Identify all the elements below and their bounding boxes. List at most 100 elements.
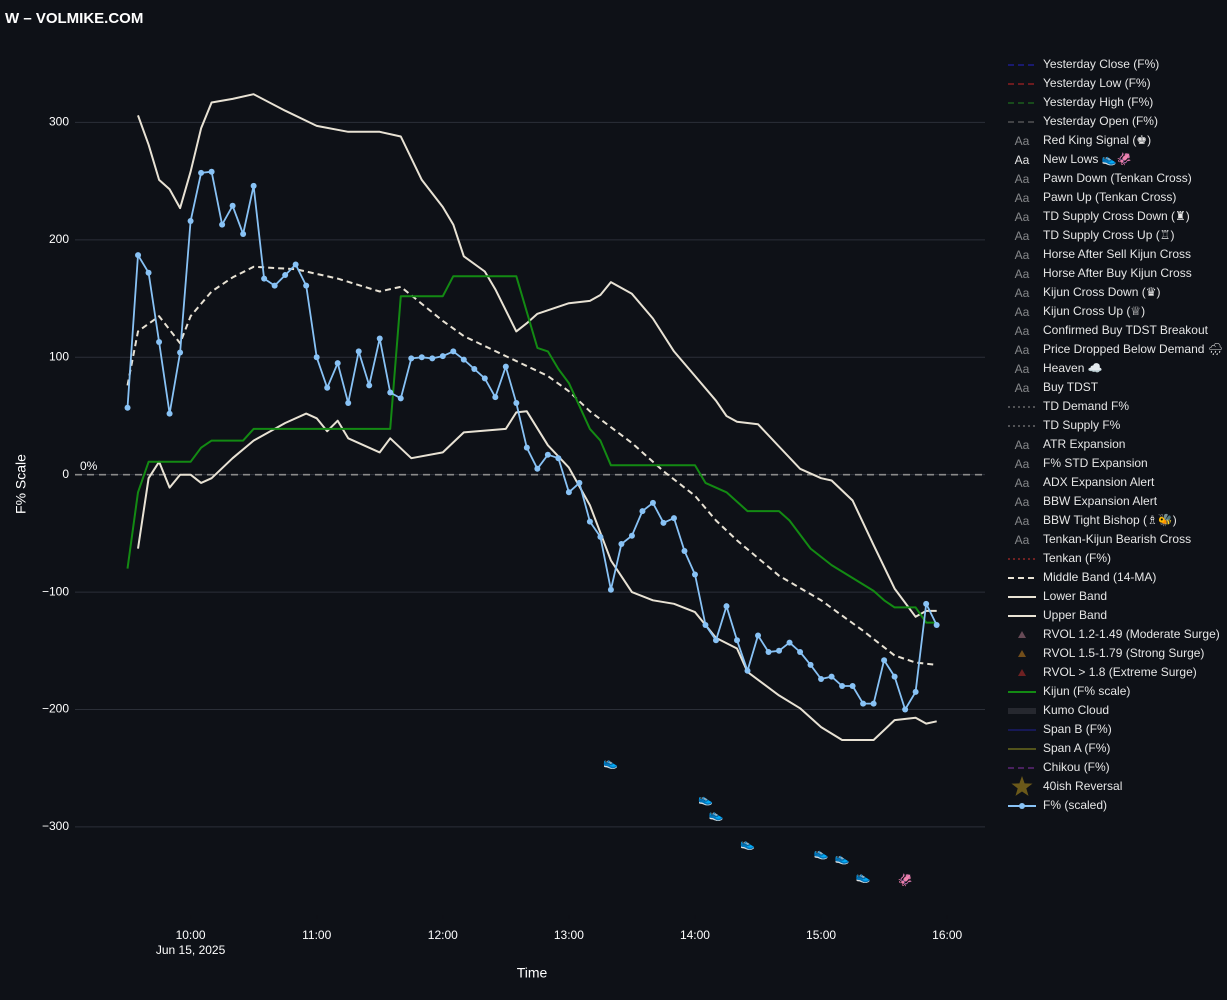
legend-item[interactable]: Aa BBW Expansion Alert	[1015, 494, 1158, 509]
point	[219, 221, 226, 228]
legend-label[interactable]: Buy TDST	[1043, 380, 1099, 394]
legend-label[interactable]: Price Dropped Below Demand 🌧	[1043, 342, 1223, 356]
legend-label[interactable]: RVOL 1.5-1.79 (Strong Surge)	[1043, 646, 1204, 660]
signal-marker: 👟	[740, 837, 755, 851]
legend-item[interactable]: Aa F% STD Expansion	[1015, 456, 1148, 471]
legend-label[interactable]: Chikou (F%)	[1043, 760, 1110, 774]
legend-label[interactable]: RVOL > 1.8 (Extreme Surge)	[1043, 665, 1197, 679]
legend-item[interactable]: Span B (F%)	[1008, 722, 1112, 736]
legend-label[interactable]: TD Demand F%	[1043, 399, 1129, 413]
point	[912, 688, 919, 695]
legend-label[interactable]: Upper Band	[1043, 608, 1107, 622]
legend-item[interactable]: Aa TD Supply Cross Down (♜)	[1015, 209, 1190, 224]
legend-item[interactable]: Aa New Lows 👟🦑	[1015, 152, 1132, 167]
point	[870, 700, 877, 707]
legend-label[interactable]: ADX Expansion Alert	[1043, 475, 1155, 489]
legend-item[interactable]: TD Supply F%	[1008, 418, 1121, 432]
legend-label[interactable]: Kumo Cloud	[1043, 703, 1109, 717]
legend-label[interactable]: ATR Expansion	[1043, 437, 1125, 451]
legend-label[interactable]: Horse After Sell Kijun Cross	[1043, 247, 1191, 261]
legend-label[interactable]: Middle Band (14-MA)	[1043, 570, 1156, 584]
legend-item[interactable]: Lower Band	[1008, 589, 1107, 603]
legend-label[interactable]: BBW Tight Bishop (♗🐝)	[1043, 513, 1177, 527]
legend-item[interactable]: Aa Buy TDST	[1015, 380, 1099, 395]
point	[933, 621, 940, 628]
legend-item[interactable]: Tenkan (F%)	[1008, 551, 1111, 565]
legend-item[interactable]: Aa Heaven ☁️	[1015, 361, 1103, 376]
legend[interactable]: Yesterday Close (F%) Yesterday Low (F%) Ye…	[1008, 57, 1223, 812]
legend-item[interactable]: RVOL 1.5-1.79 (Strong Surge)	[1018, 646, 1204, 660]
legend-item[interactable]: Aa Price Dropped Below Demand 🌧	[1015, 342, 1223, 357]
point	[250, 182, 257, 189]
point	[418, 354, 425, 361]
legend-item[interactable]: Yesterday Open (F%)	[1008, 114, 1158, 128]
signal-marker: 👟	[835, 851, 850, 865]
legend-item[interactable]: Aa TD Supply Cross Up (♖)	[1015, 228, 1175, 243]
legend-label[interactable]: Tenkan-Kijun Bearish Cross	[1043, 532, 1191, 546]
legend-item[interactable]: Kijun (F% scale)	[1008, 684, 1130, 698]
point	[481, 375, 488, 382]
legend-label[interactable]: Span B (F%)	[1043, 722, 1112, 736]
point	[156, 338, 163, 345]
legend-label[interactable]: Yesterday Open (F%)	[1043, 114, 1158, 128]
legend-label[interactable]: Pawn Up (Tenkan Cross)	[1043, 190, 1176, 204]
point	[744, 667, 751, 674]
legend-item[interactable]: F% (scaled)	[1008, 798, 1107, 812]
legend-label[interactable]: Span A (F%)	[1043, 741, 1110, 755]
legend-item[interactable]: RVOL 1.2-1.49 (Moderate Surge)	[1018, 627, 1220, 641]
legend-label[interactable]: RVOL 1.2-1.49 (Moderate Surge)	[1043, 627, 1220, 641]
legend-label[interactable]: Red King Signal (♚)	[1043, 133, 1151, 147]
legend-label[interactable]: Horse After Buy Kijun Cross	[1043, 266, 1192, 280]
legend-item[interactable]: Middle Band (14-MA)	[1008, 570, 1156, 584]
legend-item[interactable]: Aa Confirmed Buy TDST Breakout	[1015, 323, 1209, 338]
legend-item[interactable]: Aa Kijun Cross Up (♕)	[1015, 304, 1145, 319]
legend-item[interactable]: Aa Horse After Sell Kijun Cross	[1015, 247, 1191, 262]
legend-item[interactable]: Aa BBW Tight Bishop (♗🐝)	[1015, 513, 1177, 528]
point	[523, 444, 530, 451]
legend-item[interactable]: Kumo Cloud	[1008, 703, 1109, 717]
legend-item[interactable]: Aa Tenkan-Kijun Bearish Cross	[1015, 532, 1191, 547]
legend-label[interactable]: TD Supply Cross Up (♖)	[1043, 228, 1174, 242]
legend-item[interactable]: Aa ADX Expansion Alert	[1015, 475, 1155, 490]
legend-item[interactable]: Yesterday High (F%)	[1008, 95, 1153, 109]
legend-item[interactable]: Aa Red King Signal (♚)	[1015, 133, 1151, 148]
point	[303, 282, 310, 289]
legend-label[interactable]: Pawn Down (Tenkan Cross)	[1043, 171, 1192, 185]
legend-item[interactable]: Aa Horse After Buy Kijun Cross	[1015, 266, 1192, 281]
legend-label[interactable]: Kijun Cross Down (♛)	[1043, 285, 1160, 299]
legend-label[interactable]: Kijun (F% scale)	[1043, 684, 1130, 698]
legend-label[interactable]: Yesterday Low (F%)	[1043, 76, 1151, 90]
legend-label[interactable]: Yesterday Close (F%)	[1043, 57, 1159, 71]
legend-item[interactable]: Aa Pawn Up (Tenkan Cross)	[1015, 190, 1177, 205]
legend-item[interactable]: Aa Pawn Down (Tenkan Cross)	[1015, 171, 1192, 186]
legend-label[interactable]: Confirmed Buy TDST Breakout	[1043, 323, 1209, 337]
legend-label[interactable]: Tenkan (F%)	[1043, 551, 1111, 565]
legend-label[interactable]: BBW Expansion Alert	[1043, 494, 1158, 508]
legend-item[interactable]: Upper Band	[1008, 608, 1107, 622]
legend-label[interactable]: F% (scaled)	[1043, 798, 1107, 812]
legend-label[interactable]: New Lows 👟🦑	[1043, 152, 1132, 166]
legend-item[interactable]: Yesterday Close (F%)	[1008, 57, 1159, 71]
point	[618, 540, 625, 547]
point	[755, 632, 762, 639]
zero-line-label: 0%	[80, 459, 98, 473]
signal-marker: 👟	[856, 870, 871, 884]
legend-label[interactable]: Lower Band	[1043, 589, 1107, 603]
legend-item[interactable]: RVOL > 1.8 (Extreme Surge)	[1018, 665, 1197, 679]
legend-item[interactable]: TD Demand F%	[1008, 399, 1129, 413]
point	[366, 382, 373, 389]
legend-item[interactable]: Yesterday Low (F%)	[1008, 76, 1151, 90]
legend-label[interactable]: TD Supply F%	[1043, 418, 1121, 432]
legend-label[interactable]: Kijun Cross Up (♕)	[1043, 304, 1145, 318]
point	[818, 675, 825, 682]
legend-label[interactable]: Yesterday High (F%)	[1043, 95, 1153, 109]
legend-label[interactable]: Heaven ☁️	[1043, 361, 1103, 375]
legend-label[interactable]: 40ish Reversal	[1043, 779, 1122, 793]
legend-item[interactable]: Aa Kijun Cross Down (♛)	[1015, 285, 1161, 300]
legend-item[interactable]: Chikou (F%)	[1008, 760, 1110, 774]
legend-item[interactable]: Aa ATR Expansion	[1015, 437, 1126, 452]
legend-item[interactable]: Span A (F%)	[1008, 741, 1110, 755]
legend-item[interactable]: 40ish Reversal	[1011, 776, 1123, 796]
legend-label[interactable]: TD Supply Cross Down (♜)	[1043, 209, 1190, 223]
legend-label[interactable]: F% STD Expansion	[1043, 456, 1148, 470]
